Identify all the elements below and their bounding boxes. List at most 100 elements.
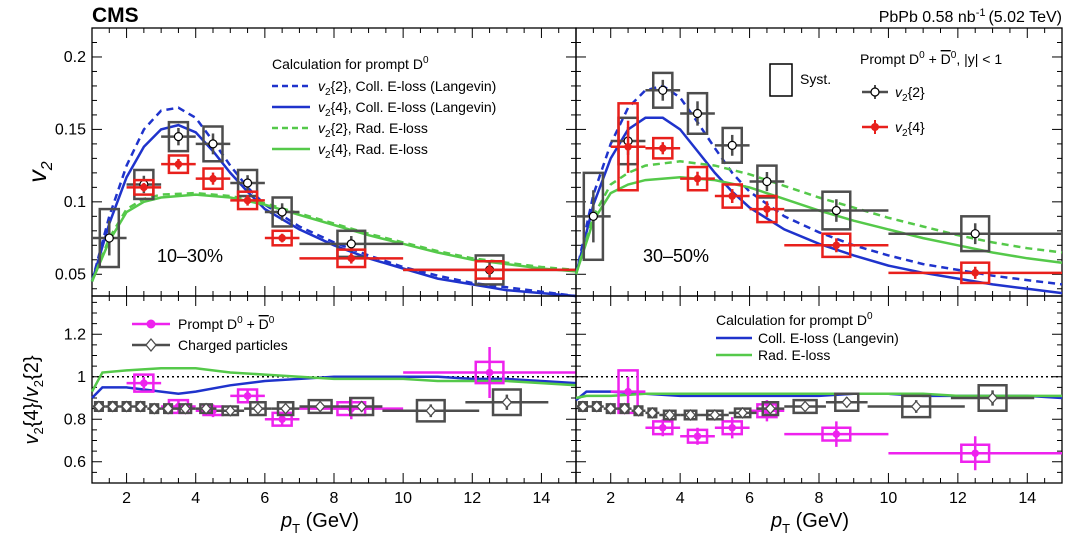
- data-point: [728, 423, 737, 432]
- legend-marker-d0-icon: [146, 319, 156, 329]
- model-curve-rad-v2-2-: [90, 191, 577, 282]
- model-curve-rad-v2-4-: [574, 175, 1063, 275]
- data-point: [252, 402, 264, 415]
- data-point: [728, 192, 737, 200]
- x-tick-label: 12: [463, 490, 481, 507]
- data-point: [831, 205, 841, 216]
- data-point: [485, 266, 494, 274]
- data-point: [121, 400, 132, 413]
- centrality-label-right: 30–50%: [643, 246, 709, 266]
- legend-title-calc: Calculation for prompt D0: [716, 311, 873, 328]
- data-point: [347, 254, 356, 263]
- data-point: [425, 404, 437, 417]
- data-point: [971, 269, 980, 277]
- legend-entry-rad: Rad. E-loss: [758, 347, 830, 363]
- x-axis-title-left: pT (GeV): [280, 510, 359, 536]
- data-point: [619, 402, 630, 415]
- data-point: [277, 207, 287, 217]
- model-curve-coll-v2-2-: [90, 106, 577, 298]
- data-point: [832, 241, 841, 250]
- legend-bottom-right: Calculation for prompt D0 Coll. E-loss (…: [716, 311, 899, 363]
- lumi-sup: -1: [976, 7, 986, 19]
- data-point: [140, 379, 148, 387]
- data-point: [104, 233, 114, 243]
- cms-label: CMS: [92, 4, 139, 27]
- x-tick-label: 8: [330, 490, 339, 507]
- panel-bottom-right: 2 4 6 8 10 12 14: [575, 295, 1063, 507]
- x-tick-label: 8: [815, 490, 824, 507]
- data-point: [832, 430, 841, 438]
- data-point: [501, 396, 513, 409]
- data-point: [179, 402, 191, 415]
- legend-entry-rad-v2-2: v2{2}, Rad. E-loss: [318, 120, 428, 140]
- x-tick-label: 14: [1018, 490, 1036, 507]
- data-point: [162, 402, 174, 415]
- y-tick-label: 1.2: [64, 326, 86, 343]
- legend-entry-v2-2: v2{2}: [895, 84, 925, 104]
- data-point: [693, 174, 702, 183]
- y-tick-label: 1: [77, 369, 86, 386]
- legend-entry-prompt-d0: Prompt D0 + D0: [178, 315, 275, 332]
- data-point: [970, 229, 980, 239]
- data-point: [107, 400, 119, 413]
- legend-entry-v2-4: v2{4}: [895, 119, 925, 139]
- data-point: [658, 85, 668, 95]
- panel-top-right: [574, 27, 1063, 297]
- data-point: [148, 402, 160, 415]
- data-point: [605, 402, 617, 415]
- y-tick-label: 0.2: [64, 49, 86, 66]
- legend-bottom-left: Prompt D0 + D0 Charged particles: [132, 315, 288, 353]
- data-point: [987, 392, 998, 404]
- syst-box-icon: [769, 63, 793, 97]
- data-point: [173, 132, 184, 142]
- legend-top-right: Prompt D0 + D0, |y| < 1 Syst. v2{2} v2{4…: [769, 50, 1002, 139]
- x-tick-label: 10: [880, 490, 898, 507]
- data-point: [763, 205, 771, 213]
- data-point: [591, 400, 603, 413]
- legend-title-prompt: Prompt D0 + D0, |y| < 1: [860, 50, 1002, 67]
- x-tick-label: 10: [394, 490, 412, 507]
- y-tick-label: 0.15: [55, 121, 86, 138]
- data-point: [485, 368, 494, 377]
- data-point: [346, 239, 356, 249]
- data-point: [278, 234, 286, 242]
- x-tick-label: 4: [191, 490, 200, 507]
- data-point: [135, 400, 146, 413]
- legend-marker-open-circle-icon: [870, 87, 880, 97]
- legend-entry-rad-v2-4: v2{4}, Rad. E-loss: [318, 141, 428, 161]
- data-point: [692, 108, 703, 119]
- data-point: [577, 400, 589, 413]
- data-point: [93, 400, 105, 413]
- lumi-main: PbPb 0.58 nb: [879, 9, 976, 26]
- data-point: [356, 400, 368, 413]
- data-point: [174, 160, 183, 168]
- x-tick-label: 14: [533, 490, 551, 507]
- panel-top-left: 0.05 0.1 0.15 0.2: [55, 27, 577, 298]
- legend-entry-coll-v2-4: v2{4}, Coll. E-loss (Langevin): [318, 99, 496, 119]
- y-tick-label: 0.6: [64, 454, 86, 471]
- data-point: [242, 178, 253, 188]
- data-point: [664, 409, 676, 421]
- data-point: [658, 423, 667, 432]
- data-point: [208, 139, 218, 149]
- lumi-energy: (5.02 TeV): [988, 9, 1062, 26]
- legend-marker-filled-circle-icon: [871, 123, 879, 131]
- data-point: [762, 176, 772, 187]
- model-curve-rad-v2-2-: [574, 160, 1063, 275]
- data-point: [971, 449, 980, 458]
- data-point: [727, 140, 737, 150]
- data-point: [624, 142, 632, 151]
- data-point: [693, 432, 702, 441]
- x-tick-label: 6: [745, 490, 754, 507]
- legend-entry-coll: Coll. E-loss (Langevin): [758, 330, 899, 346]
- centrality-label-left: 10–30%: [157, 246, 223, 266]
- data-point: [588, 211, 598, 221]
- data-point: [646, 406, 658, 419]
- x-tick-label: 2: [606, 490, 615, 507]
- data-point: [765, 402, 776, 415]
- y-tick-label: 0.05: [55, 266, 86, 283]
- data-point: [633, 404, 644, 417]
- y-axis-title-bottom: v2{4}/v2{2}: [21, 355, 46, 444]
- syst-label: Syst.: [800, 71, 831, 87]
- data-point: [624, 387, 632, 396]
